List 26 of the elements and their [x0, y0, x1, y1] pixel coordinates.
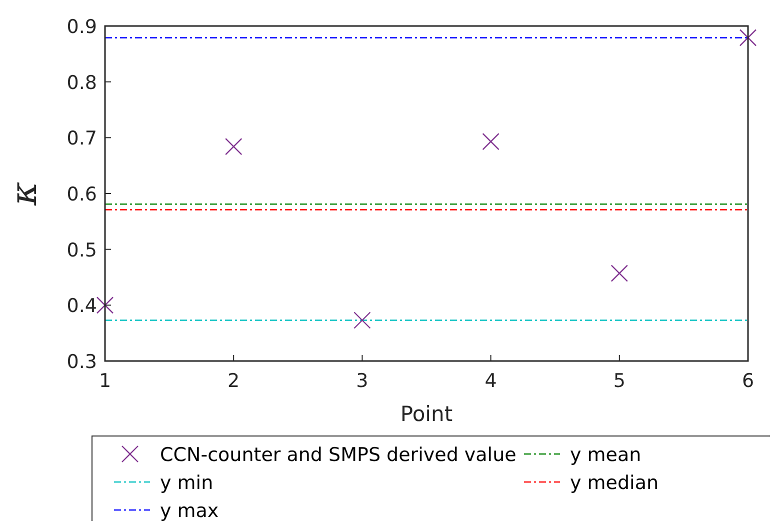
x-tick-label: 5: [613, 370, 626, 392]
legend-label: y max: [160, 500, 219, 522]
y-tick-label: 0.8: [66, 72, 97, 94]
y-tick-label: 0.5: [66, 239, 97, 262]
point: [354, 312, 371, 329]
x-tick-label: 6: [742, 370, 754, 392]
y-axis-title: κ: [4, 181, 45, 206]
y-tick-label: 0.4: [66, 295, 97, 318]
point: [739, 29, 757, 46]
y-tick-label: 0.3: [66, 351, 97, 373]
x-tick-label: 4: [484, 370, 497, 392]
legend-label: y min: [160, 472, 214, 494]
x-tick-label: 1: [98, 370, 112, 392]
legend-label: CCN-counter and SMPS derived value: [160, 444, 516, 466]
x-tick-label: 2: [228, 370, 240, 392]
legend-label: y mean: [570, 444, 642, 466]
point: [482, 132, 500, 150]
x-axis-title: Point: [400, 402, 453, 426]
x-tick-label: 3: [356, 370, 368, 392]
y-tick-label: 0.6: [66, 184, 97, 206]
legend-label: y median: [570, 472, 659, 494]
point: [225, 138, 242, 156]
point: [96, 296, 114, 314]
point: [610, 264, 628, 282]
y-tick-label: 0.9: [66, 16, 97, 38]
y-tick-label: 0.7: [66, 128, 97, 150]
